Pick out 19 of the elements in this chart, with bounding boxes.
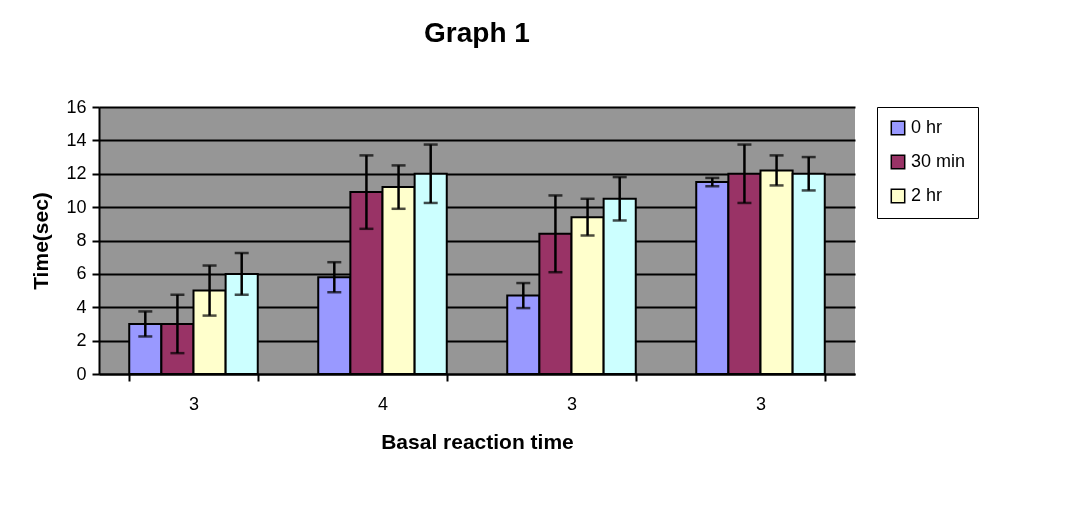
y-tick-label: 16 (66, 96, 87, 117)
y-tick-label: 10 (66, 196, 87, 217)
legend-label: 30 min (911, 151, 966, 171)
chart-title: Graph 1 (424, 17, 530, 48)
legend-label: 2 hr (911, 185, 943, 205)
x-tick-label: 4 (377, 393, 389, 414)
x-tick-label: 3 (566, 393, 578, 414)
y-tick-label: 14 (66, 129, 87, 150)
x-tick-label: 3 (755, 393, 767, 414)
legend-label: 0 hr (911, 117, 943, 137)
y-tick-label: 12 (66, 163, 87, 184)
y-tick-label: 4 (76, 296, 87, 317)
y-tick-label: 2 (76, 330, 87, 351)
y-tick-label: 0 (76, 363, 87, 384)
y-axis-title: Time(sec) (29, 192, 53, 290)
x-tick-label: 3 (188, 393, 200, 414)
x-axis-title: Basal reaction time (381, 429, 574, 453)
y-tick-label: 8 (76, 230, 87, 250)
y-tick-label: 6 (76, 263, 87, 284)
